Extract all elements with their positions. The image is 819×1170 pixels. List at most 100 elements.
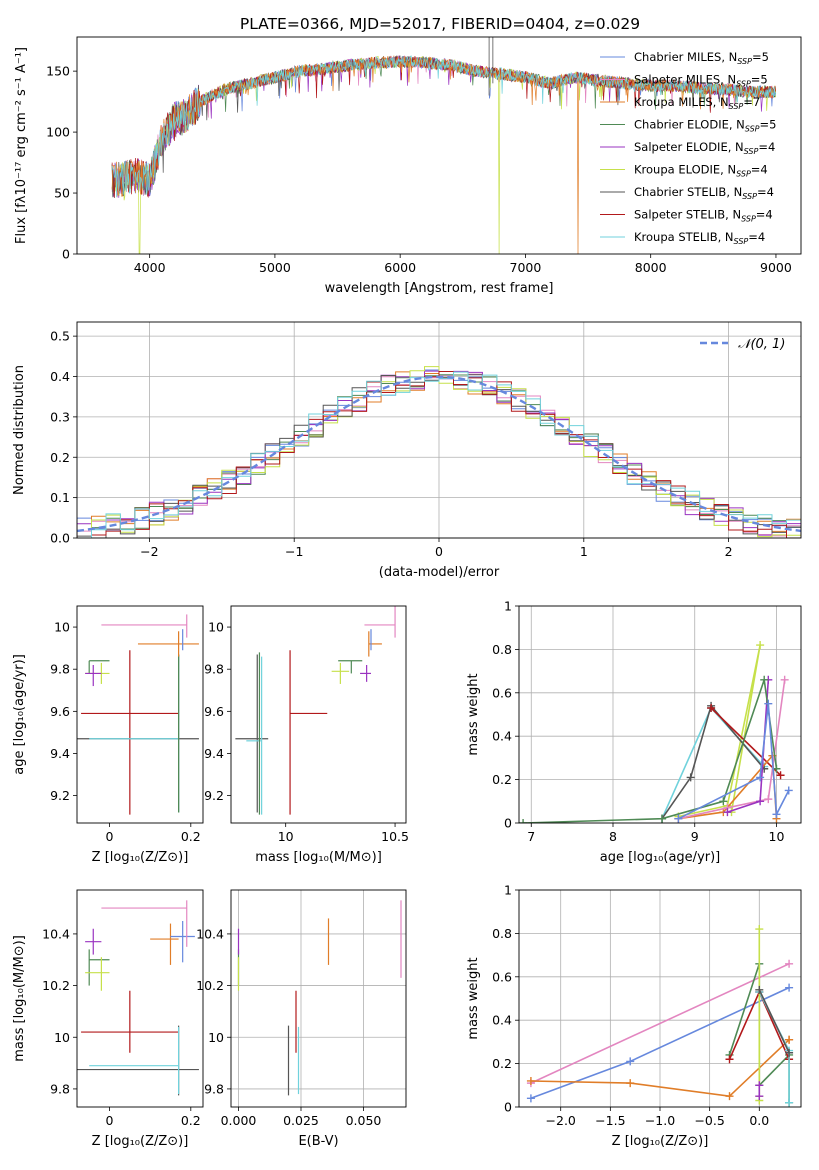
weight-marker	[755, 925, 764, 934]
errorbar-point	[85, 928, 102, 955]
legend-entry: 𝒩(0, 1)	[738, 337, 785, 352]
legend-text: Chabrier MILES, N	[634, 50, 737, 64]
plot-area-weight_vs_Z	[526, 925, 794, 1107]
x-tick-label: 7	[527, 829, 535, 844]
errorbar-point	[89, 1026, 180, 1095]
errorbar-point	[331, 662, 350, 684]
y-tick-label: 0.2	[492, 1056, 512, 1071]
weight-marker	[776, 771, 785, 780]
x-axis-label: mass [log₁₀(M/M⊙)]	[255, 850, 382, 865]
legend-entry: Chabrier ELODIE, NSSP=5	[634, 118, 776, 134]
y-tick-label: 0	[504, 1100, 512, 1115]
weight-marker	[723, 808, 732, 817]
errorbar-point	[360, 664, 371, 682]
y-tick-label: 9.8	[204, 1081, 224, 1096]
weight-marker	[785, 1048, 794, 1057]
weight-marker	[772, 810, 781, 819]
y-tick-label: 0.8	[492, 642, 512, 657]
x-tick-label: 0	[106, 829, 114, 844]
panel-mass_vs_Z: 0 0.2 9.8 10 10.2 10.4 Z [log₁₀(Z/Z⊙)] mass [lo…	[12, 889, 204, 1149]
axes-frame	[518, 605, 802, 824]
x-tick-label: −1	[285, 544, 303, 559]
y-axis-label: mass [log₁₀(M/M⊙)]	[12, 935, 27, 1062]
legend-value: =4	[748, 230, 765, 244]
y-tick-label: 0.6	[492, 969, 512, 984]
weight-marker	[785, 983, 794, 992]
axes-frame	[76, 889, 204, 1108]
legend-text: Chabrier STELIB, N	[634, 185, 742, 199]
plot-area-mass_vs_Z	[77, 900, 199, 1096]
weight-marker	[526, 1076, 535, 1085]
y-axis-label: mass weight	[466, 673, 481, 755]
legend-text: Salpeter ELODIE, N	[634, 140, 744, 154]
x-tick-label: 7000	[510, 260, 542, 275]
y-tick-label: 0.5	[50, 329, 70, 344]
legend-text: Kroupa MILES, N	[634, 95, 729, 109]
errorbar-point	[85, 957, 110, 991]
y-tick-label: 10	[54, 620, 70, 635]
y-tick-label: 1	[504, 599, 512, 614]
weight-marker	[626, 1057, 635, 1066]
weight-marker	[658, 814, 667, 823]
y-tick-label: 9.4	[204, 746, 224, 761]
x-tick-label: −2.0	[546, 1113, 576, 1128]
legend-sub: SSP	[736, 80, 751, 89]
weight-marker	[756, 797, 765, 806]
y-tick-label: 0.1	[50, 490, 70, 505]
hist-step-8	[77, 371, 801, 538]
legend-sub: SSP	[742, 192, 757, 201]
normal-curve	[77, 375, 801, 533]
plot-area-residual_hist	[77, 366, 801, 538]
x-tick-label: 10	[278, 829, 294, 844]
x-tick-label: 9000	[760, 260, 792, 275]
errorbar-point	[235, 654, 269, 813]
panel-weight_vs_age: 7 8 9 10 0 0.2 0.4 0.6 0.8 1 age [log₁₀(age/yr)] ma…	[466, 599, 802, 865]
errorbar-point	[137, 631, 199, 657]
y-tick-label: 9.6	[50, 704, 70, 719]
y-tick-label: 0.2	[50, 450, 70, 465]
y-tick-label: 9.8	[50, 662, 70, 677]
y-tick-label: 0.0	[50, 531, 70, 546]
errorbar-point	[81, 990, 179, 1053]
y-tick-label: 9.8	[204, 662, 224, 677]
weight-marker	[626, 1079, 635, 1088]
x-tick-label: 9	[691, 829, 699, 844]
x-tick-label: 10.5	[381, 829, 409, 844]
x-tick-label: 6000	[384, 260, 416, 275]
x-axis-label: Z [log₁₀(Z/Z⊙)]	[612, 1134, 709, 1149]
panel-weight_vs_Z: −2.0 −1.5 −1.0 −0.5 0.0 0 0.2 0.4 0.6 0.8 1 Z [log₁…	[466, 883, 802, 1149]
y-tick-label: 0.3	[50, 409, 70, 424]
weight-marker	[755, 985, 764, 994]
y-axis-label: Normed distribution	[12, 365, 27, 495]
plot-area-mass_vs_ebv	[237, 900, 402, 1096]
y-axis-label: age [log₁₀(age/yr)]	[12, 654, 27, 775]
y-tick-label: 10.2	[42, 978, 70, 993]
y-tick-label: 0	[62, 247, 70, 262]
legend-entry: Chabrier STELIB, NSSP=4	[634, 185, 774, 201]
weight-marker	[785, 1035, 794, 1044]
y-tick-label: 10	[54, 1030, 70, 1045]
legend-value: =7	[743, 95, 760, 109]
x-tick-label: 5000	[259, 260, 291, 275]
y-tick-label: 0.2	[492, 772, 512, 787]
x-tick-label: 0.000	[221, 1113, 257, 1128]
axes-frame	[518, 889, 802, 1108]
legend-sub: SSP	[737, 57, 752, 66]
x-axis-label: (data-model)/error	[379, 565, 500, 580]
weight-marker	[719, 797, 728, 806]
panel-mass_vs_ebv: 0.000 0.025 0.050 9.8 10 10.2 10.4 E(B-V)	[196, 889, 407, 1149]
plot-area-age_vs_mass	[235, 606, 396, 815]
y-tick-label: 9.4	[50, 746, 70, 761]
x-tick-label: −1.0	[645, 1113, 675, 1128]
spectrum-line-8	[111, 55, 777, 198]
x-tick-label: 8000	[635, 260, 667, 275]
y-tick-label: 0.8	[492, 926, 512, 941]
x-axis-label: age [log₁₀(age/yr)]	[600, 850, 721, 865]
plot-area-age_vs_Z	[77, 614, 199, 815]
errorbar-point	[85, 664, 102, 687]
weight-line-0	[530, 963, 790, 1084]
errorbar-point	[88, 660, 110, 674]
weight-line-7	[758, 989, 790, 1054]
weight-marker	[780, 675, 789, 684]
